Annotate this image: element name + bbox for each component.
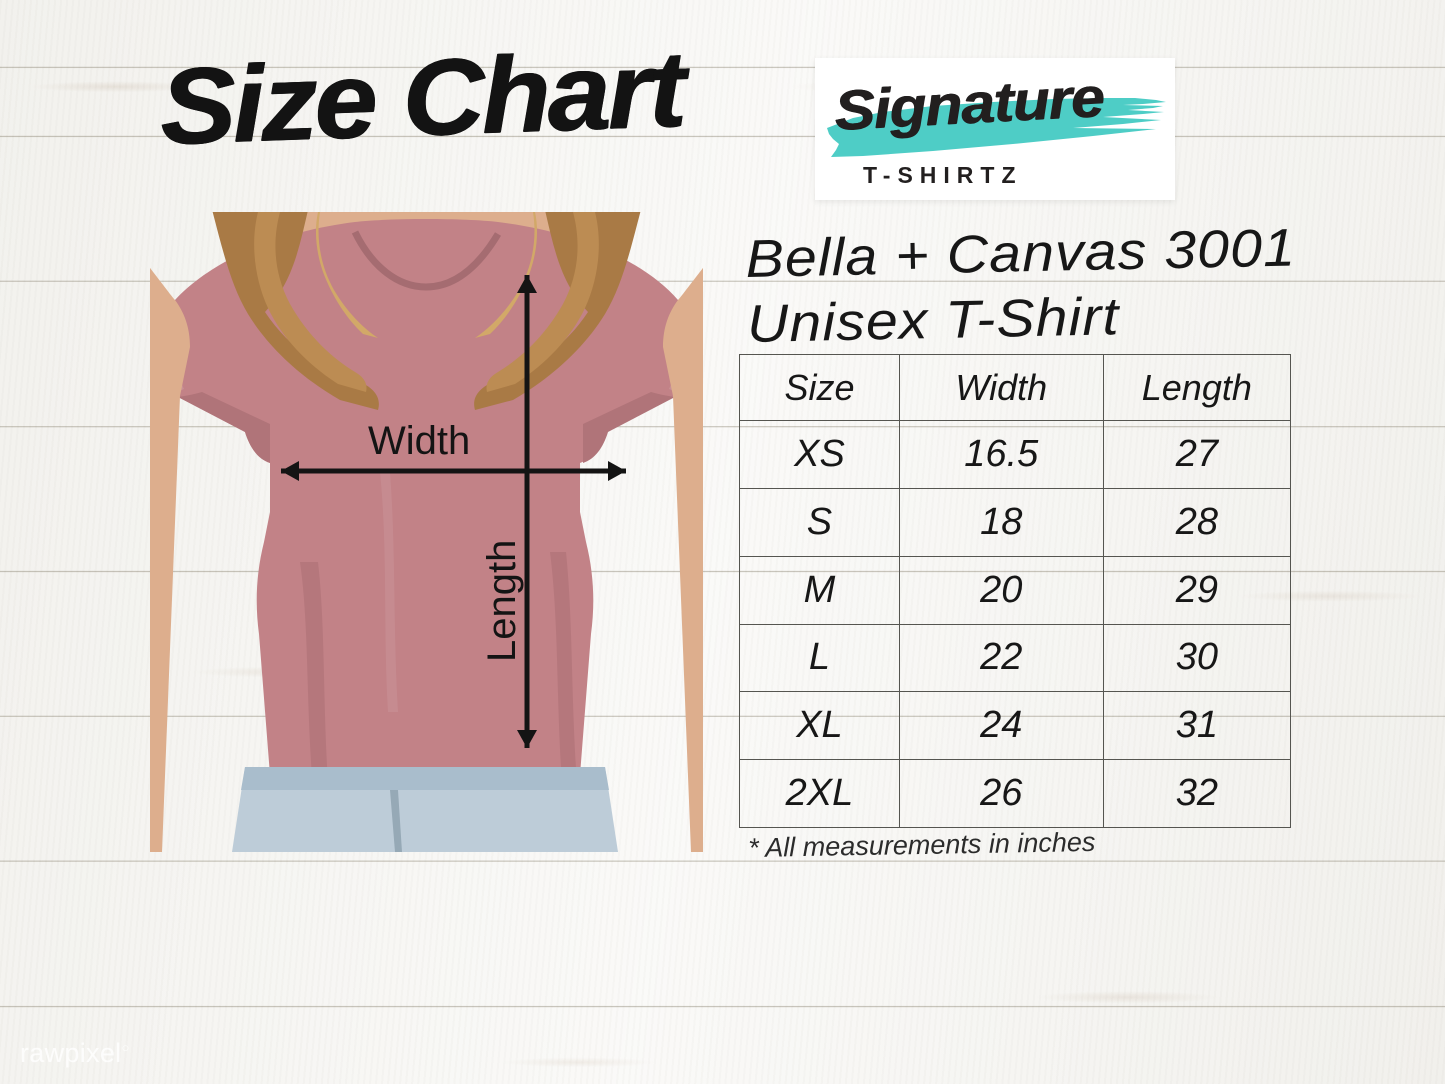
svg-text:Length: Length xyxy=(480,540,524,662)
svg-text:Width: Width xyxy=(368,419,470,463)
